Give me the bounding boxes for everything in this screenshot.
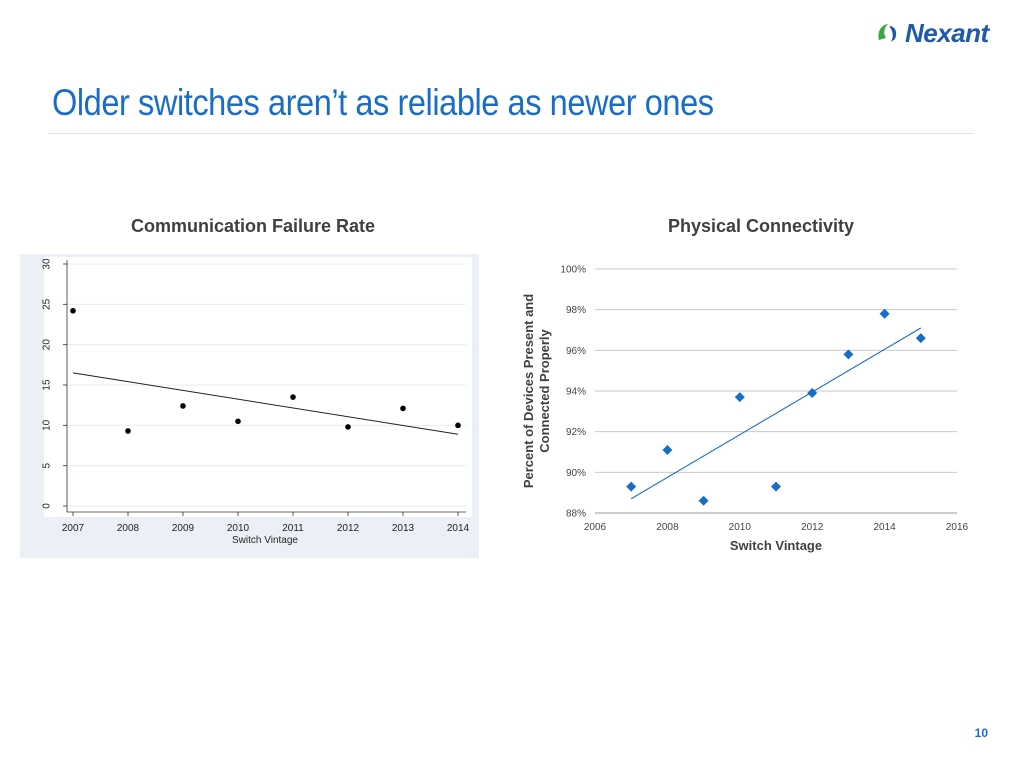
left-data-point <box>455 422 461 429</box>
right-y-tick-label: 90% <box>566 468 586 479</box>
right-x-tick-label: 2006 <box>584 522 607 533</box>
right-x-tick-label: 2010 <box>729 522 752 533</box>
left-y-tick-label: 0 <box>42 503 53 509</box>
right-x-axis-label: Switch Vintage <box>730 538 822 553</box>
left-data-point <box>125 428 131 434</box>
left-chart-title: Communication Failure Rate <box>131 216 376 236</box>
right-x-tick-label: 2014 <box>873 522 896 533</box>
left-x-tick-label: 2008 <box>117 523 140 534</box>
left-y-tick-label: 30 <box>42 258 53 270</box>
right-x-tick-label: 2008 <box>656 522 679 533</box>
left-data-point <box>290 394 296 400</box>
slide-title: Older switches aren’t as reliable as new… <box>52 82 714 123</box>
right-data-point <box>879 308 890 319</box>
title-divider <box>48 133 974 134</box>
right-y-tick-label: 92% <box>566 427 586 438</box>
communication-failure-chart: 0 5 10 15 20 25 30 2007 2008 2009 2010 2011 2012 2013… <box>42 258 470 546</box>
left-y-tick-label: 10 <box>42 419 53 431</box>
right-data-point <box>771 481 781 492</box>
left-x-axis-label: Switch Vintage <box>232 535 298 546</box>
right-y-tick-label: 94% <box>566 387 586 398</box>
left-trendline <box>72 372 459 435</box>
left-data-point <box>400 405 406 412</box>
nexant-logo: Nexant <box>875 16 1007 50</box>
left-x-tick-label: 2007 <box>62 523 85 534</box>
left-x-tick-label: 2012 <box>337 523 360 534</box>
logo-swoosh-icon <box>878 24 897 42</box>
right-y-tick-label: 96% <box>566 346 586 357</box>
left-x-tick-label: 2010 <box>227 523 250 534</box>
left-x-tick-label: 2013 <box>392 523 415 534</box>
right-y-tick-label: 98% <box>566 305 586 316</box>
logo-text: Nexant <box>905 17 989 48</box>
left-x-tick-label: 2011 <box>282 523 304 534</box>
physical-connectivity-chart: 88% 90% 92% 94% 96% 98% 100% 2006 2008 2010 2012 20… <box>521 265 969 554</box>
left-data-point <box>345 424 351 430</box>
right-x-tick-label: 2016 <box>946 522 969 533</box>
left-data-point <box>180 403 186 409</box>
right-y-tick-label: 100% <box>560 265 586 276</box>
right-data-point <box>698 495 709 506</box>
right-chart-title: Physical Connectivity <box>668 216 855 236</box>
right-y-axis-label: Percent of Devices Present andConnected … <box>521 294 552 488</box>
right-data-point <box>915 333 926 344</box>
page-number: 10 <box>974 726 988 740</box>
right-data-point <box>843 349 854 360</box>
right-y-tick-label: 88% <box>566 509 586 520</box>
left-x-tick-label: 2009 <box>172 523 195 534</box>
left-y-tick-label: 25 <box>42 298 53 310</box>
right-trendline <box>630 327 922 500</box>
left-y-tick-label: 15 <box>42 379 53 391</box>
left-y-tick-label: 5 <box>42 462 53 468</box>
right-data-point <box>626 481 637 492</box>
right-data-point <box>662 444 673 455</box>
right-x-tick-label: 2012 <box>801 522 824 533</box>
left-y-tick-label: 20 <box>42 339 53 351</box>
right-data-point <box>734 392 745 403</box>
left-data-point <box>235 418 241 425</box>
left-chart-plot-area <box>44 257 472 517</box>
left-data-point <box>70 307 76 314</box>
right-data-point <box>807 388 818 399</box>
left-x-tick-label: 2014 <box>447 523 470 534</box>
